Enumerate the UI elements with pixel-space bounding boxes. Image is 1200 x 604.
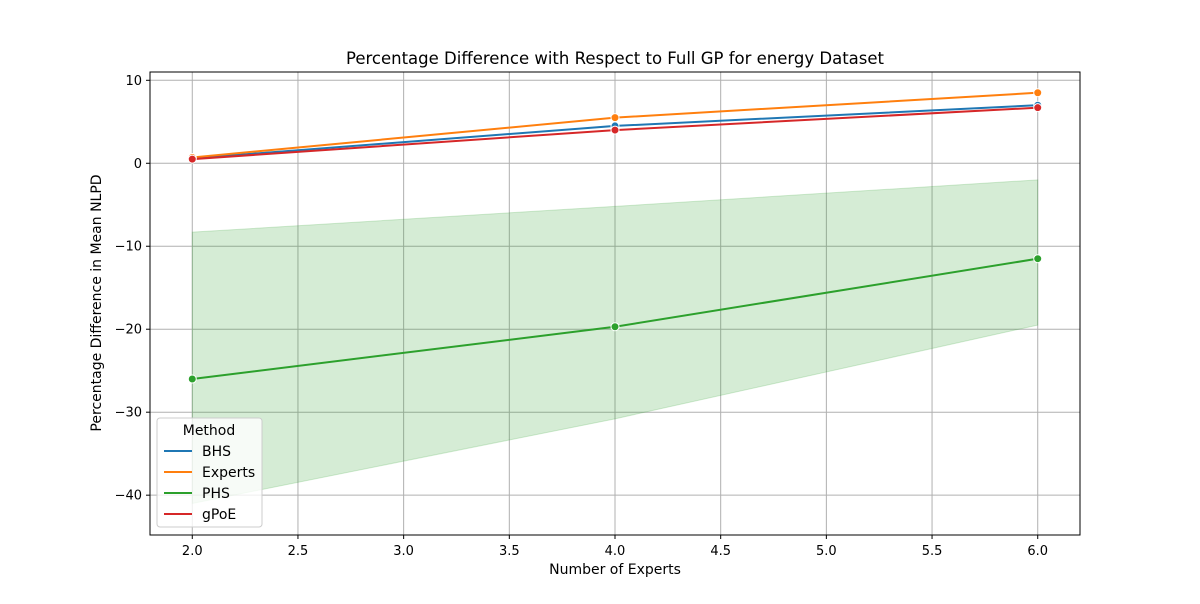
data-point (610, 322, 620, 332)
x-tick-label: 4.0 (605, 544, 626, 559)
data-point (187, 374, 197, 384)
legend-label: BHS (202, 444, 231, 460)
x-tick-label: 5.0 (816, 544, 837, 559)
data-point (1033, 103, 1043, 113)
data-point (187, 154, 197, 164)
legend: Method BHS Experts PHS gPoE (156, 417, 263, 528)
y-tick-label: −40 (115, 489, 142, 504)
data-point (1033, 88, 1043, 98)
legend-items: BHS Experts PHS gPoE (164, 444, 255, 523)
x-tick-label: 5.5 (922, 544, 943, 559)
chart-title: Percentage Difference with Respect to Fu… (346, 49, 885, 68)
x-axis-ticks: 2.0 2.5 3.0 3.5 4.0 4.5 5.0 5.5 6.0 (182, 535, 1048, 559)
y-tick-label: 10 (125, 74, 142, 89)
legend-label: gPoE (202, 507, 236, 523)
legend-label: Experts (202, 465, 255, 481)
y-tick-label: −20 (115, 323, 142, 338)
x-tick-label: 2.5 (288, 544, 309, 559)
data-point (610, 125, 620, 135)
y-tick-label: 0 (134, 157, 142, 172)
legend-label: PHS (202, 486, 230, 502)
x-tick-label: 6.0 (1027, 544, 1048, 559)
y-tick-label: −10 (115, 240, 142, 255)
x-axis-label: Number of Experts (549, 562, 681, 578)
series-markers (187, 88, 1043, 384)
y-axis-ticks: 10 0 −10 −20 −30 −40 (115, 74, 150, 504)
y-tick-label: −30 (115, 406, 142, 421)
x-tick-label: 2.0 (182, 544, 203, 559)
x-tick-label: 4.5 (710, 544, 731, 559)
legend-box (156, 417, 263, 528)
x-tick-label: 3.0 (393, 544, 414, 559)
legend-title: Method (183, 423, 236, 439)
y-axis-label: Percentage Difference in Mean NLPD (89, 174, 105, 431)
x-tick-label: 3.5 (499, 544, 520, 559)
data-point (1033, 254, 1043, 264)
data-point (610, 113, 620, 123)
